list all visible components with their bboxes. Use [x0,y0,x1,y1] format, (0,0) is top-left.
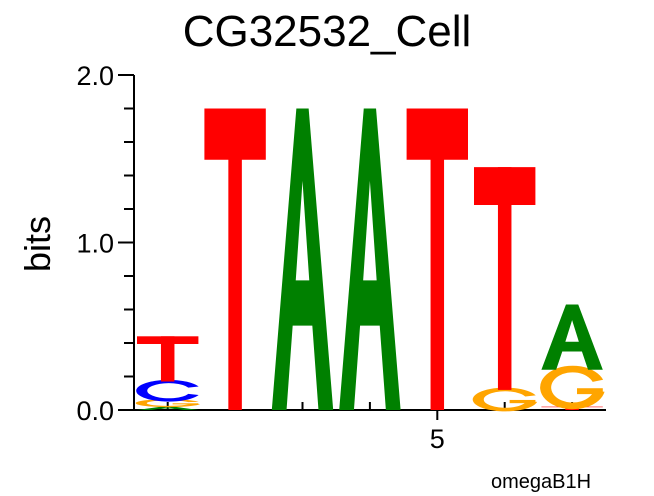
letter-t-pos-6 [474,167,536,390]
letter-a-pos-4 [339,108,401,410]
y-tick-label: 1.0 [76,229,114,259]
letter-t-pos-5 [406,108,468,410]
letter-g-pos-7 [540,365,605,410]
y-tick-label: 0.0 [76,396,114,426]
letter-a-pos-3 [271,108,334,410]
y-tick-label: 2.0 [76,61,114,91]
letter-g-pos-6 [472,387,538,412]
y-axis: 0.0 1.0 2.0 [76,61,135,426]
letter-c-pos-1 [136,379,199,402]
y-axis-label: bits [17,216,58,272]
x-tick-label: 5 [430,424,445,454]
footer-label: omegaB1H [491,471,591,493]
letter-t-pos-1 [137,336,199,382]
letter-a-pos-7 [541,304,603,370]
letter-stacks [135,108,605,412]
letter-a-pos-1 [137,406,199,410]
chart-title: CG32532_Cell [183,7,472,56]
letter-t-pos-2 [204,108,266,410]
x-axis: 5 [134,402,606,454]
